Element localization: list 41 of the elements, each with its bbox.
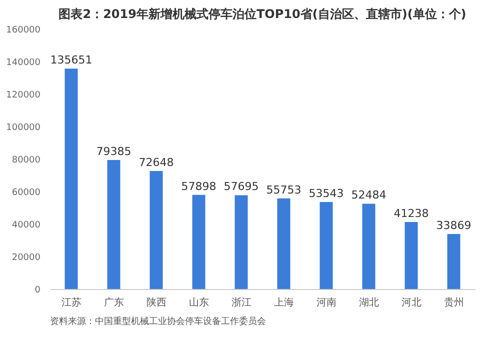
y-tick-label: 40000 (12, 220, 41, 230)
bar (107, 160, 120, 289)
data-label: 79385 (96, 145, 132, 158)
bar (277, 198, 290, 289)
x-tick-label: 广东 (104, 296, 124, 308)
y-tick-label: 80000 (12, 156, 41, 166)
data-label: 41238 (394, 206, 429, 220)
bar (192, 194, 206, 289)
x-tick-label: 浙江 (231, 296, 252, 308)
data-label: 57695 (224, 180, 259, 194)
y-tick-label: 60000 (12, 188, 41, 198)
bar (234, 195, 248, 289)
data-label: 57898 (181, 180, 216, 193)
x-tick-label: 贵州 (444, 296, 464, 308)
data-label: 135651 (50, 54, 92, 67)
y-tick-label: 160000 (6, 26, 41, 36)
bar (447, 234, 460, 289)
data-label: 55753 (266, 183, 302, 196)
x-tick-label: 江苏 (61, 296, 82, 308)
x-tick-label: 河南 (316, 296, 336, 308)
x-tick-label: 山东 (188, 296, 209, 308)
x-tick-label: 陕西 (146, 296, 166, 308)
x-tick-label: 湖北 (358, 296, 379, 308)
bar (64, 68, 78, 289)
bar (320, 202, 333, 289)
data-label: 53543 (308, 186, 344, 200)
y-tick-label: 0 (34, 286, 41, 296)
text: 资料来源：中国重型机械工业协会停车设备工作委员会 (50, 316, 266, 327)
chart-title: 图表2：2019年新增机械式停车泊位TOP10省(自治区、直辖市)(单位：个) (58, 7, 466, 21)
y-tick-label: 120000 (6, 90, 41, 100)
y-tick-label: 20000 (12, 253, 41, 263)
data-label: 52484 (351, 188, 386, 202)
y-tick-label: 100000 (6, 123, 41, 133)
bar (362, 204, 376, 289)
data-label: 72648 (138, 156, 174, 169)
bar (404, 222, 418, 289)
x-tick-label: 上海 (274, 296, 294, 308)
y-tick-label: 140000 (6, 58, 41, 68)
data-label: 33869 (436, 218, 472, 232)
x-tick-label: 河北 (401, 296, 422, 308)
bar (150, 170, 163, 289)
